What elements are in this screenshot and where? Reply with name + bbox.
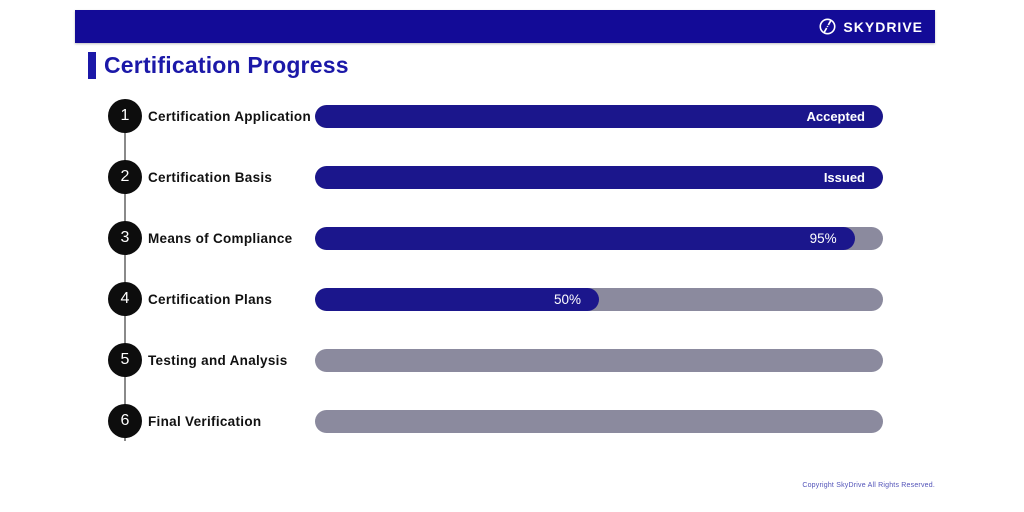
step-row: 2 Certification Basis Issued xyxy=(0,147,1024,208)
step-label: Final Verification xyxy=(148,414,262,429)
progress-bar-fill: 95% xyxy=(315,227,855,250)
step-label: Testing and Analysis xyxy=(148,353,288,368)
step-number: 1 xyxy=(120,107,130,124)
progress-status: 95% xyxy=(809,231,837,246)
step-number-badge: 1 xyxy=(108,99,142,133)
progress-bar-fill: 50% xyxy=(315,288,599,311)
progress-bar-track xyxy=(315,349,883,372)
brand-name: SKYDRIVE xyxy=(843,18,923,35)
step-label: Certification Application xyxy=(148,109,312,124)
step-number: 3 xyxy=(120,229,130,246)
progress-bar-fill: Accepted xyxy=(315,105,883,128)
step-connector-line xyxy=(124,117,126,441)
step-number-badge: 4 xyxy=(108,282,142,316)
progress-bar-track: Issued xyxy=(315,166,883,189)
brand: SKYDRIVE xyxy=(818,17,923,36)
step-row: 5 Testing and Analysis xyxy=(0,330,1024,391)
steps-list: 1 Certification Application Accepted 2 C… xyxy=(0,86,1024,452)
step-row: 1 Certification Application Accepted xyxy=(0,86,1024,147)
copyright-text: Copyright SkyDrive All Rights Reserved. xyxy=(802,482,935,489)
step-number-badge: 2 xyxy=(108,160,142,194)
step-row: 4 Certification Plans 50% xyxy=(0,269,1024,330)
step-number-badge: 3 xyxy=(108,221,142,255)
step-label: Certification Basis xyxy=(148,170,273,185)
step-number: 2 xyxy=(120,168,130,185)
progress-bar-track xyxy=(315,410,883,433)
skydrive-logo-icon xyxy=(819,18,836,35)
step-label: Means of Compliance xyxy=(148,231,293,246)
step-number: 4 xyxy=(120,290,130,307)
step-row: 3 Means of Compliance 95% xyxy=(0,208,1024,269)
page-title: Certification Progress xyxy=(104,52,349,78)
progress-bar-track: 50% xyxy=(315,288,883,311)
progress-bar-track: 95% xyxy=(315,227,883,250)
progress-status: 50% xyxy=(553,292,581,307)
title-accent-bar xyxy=(88,52,96,79)
step-row: 6 Final Verification xyxy=(0,391,1024,452)
step-number: 6 xyxy=(120,412,130,429)
progress-status: Issued xyxy=(823,170,865,185)
step-number: 5 xyxy=(120,351,130,368)
header-bar: SKYDRIVE xyxy=(75,10,935,43)
step-number-badge: 6 xyxy=(108,404,142,438)
progress-status: Accepted xyxy=(806,109,865,124)
progress-bar-track: Accepted xyxy=(315,105,883,128)
progress-bar-fill: Issued xyxy=(315,166,883,189)
step-number-badge: 5 xyxy=(108,343,142,377)
title-row: Certification Progress xyxy=(88,52,349,79)
step-label: Certification Plans xyxy=(148,292,273,307)
